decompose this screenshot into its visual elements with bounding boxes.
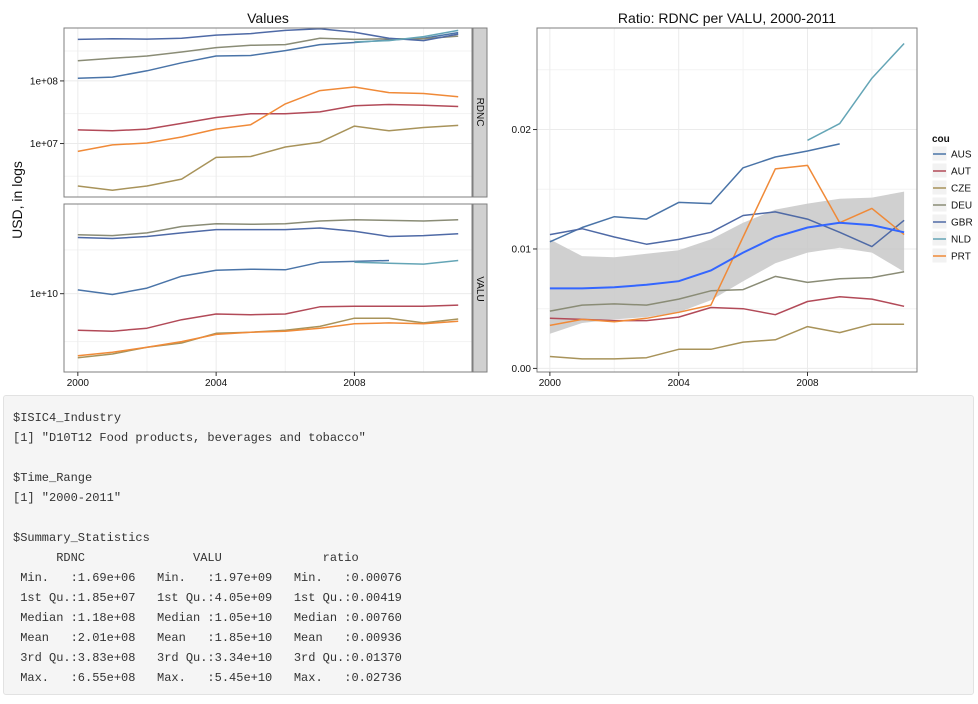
- rdnc-panel-border: [63, 27, 473, 198]
- rdnc-line-gbr: [77, 28, 459, 42]
- ratio-x-tick-label: 2008: [796, 378, 819, 389]
- legend-label-gbr: GBR: [951, 218, 973, 229]
- ratio-line-aut: [549, 296, 905, 322]
- valu-line-aut: [77, 304, 459, 332]
- valu-line-prt: [77, 320, 459, 357]
- ratio-y-tick-label: 0.01: [512, 244, 532, 255]
- legend-label-aut: AUT: [951, 167, 971, 178]
- console-line: 1st Qu.:1.85e+07 1st Qu.:4.05e+09 1st Qu…: [13, 591, 402, 605]
- ratio-title: Ratio: RDNC per VALU, 2000-2011: [618, 10, 836, 26]
- legend-label-cze: CZE: [951, 184, 971, 195]
- values-title: Values: [247, 10, 289, 26]
- rdnc-line-prt: [77, 86, 459, 153]
- ratio-x-tick-label: 2004: [668, 378, 691, 389]
- console-line: [13, 508, 973, 528]
- legend-title: cou: [932, 134, 950, 145]
- charts-area: Values Ratio: RDNC per VALU, 2000-2011 U…: [9, 10, 973, 389]
- legend-label-deu: DEU: [951, 201, 972, 212]
- valu-y-tick-label: 1e+10: [30, 289, 59, 300]
- valu-line-deu: [77, 218, 459, 237]
- ratio-y-tick-label: 0.02: [512, 125, 532, 136]
- console-line: [1] "D10T12 Food products, beverages and…: [13, 431, 366, 445]
- legend-label-nld: NLD: [951, 235, 971, 246]
- facet-strip-label-rdnc: RDNC: [474, 98, 485, 127]
- valu-x-tick-label: 2008: [343, 378, 366, 389]
- console-line: Median :1.18e+08 Median :1.05e+10 Median…: [13, 611, 402, 625]
- chart-canvas: Values Ratio: RDNC per VALU, 2000-2011 U…: [9, 10, 973, 389]
- ratio-y-tick-label: 0.00: [512, 364, 532, 375]
- facet-strip-valu: [472, 203, 488, 373]
- rdnc-panel-bg: [64, 28, 472, 197]
- ratio-line-deu: [549, 270, 905, 312]
- valu-line-aus: [77, 259, 390, 296]
- console-line: $Summary_Statistics: [13, 531, 150, 545]
- valu-line-gbr: [77, 227, 459, 240]
- ratio-line-gbr: [549, 211, 905, 248]
- console-line: Mean :2.01e+08 Mean :1.85e+10 Mean :0.00…: [13, 631, 402, 645]
- ratio-smooth-line: [549, 221, 905, 290]
- rdnc-y-tick-label: 1e+08: [30, 76, 59, 87]
- facet-strip-label-valu: VALU: [474, 276, 485, 301]
- console-line: Min. :1.69e+06 Min. :1.97e+09 Min. :0.00…: [13, 571, 402, 585]
- console-line: [13, 448, 973, 468]
- console-line: [1] "2000-2011": [13, 491, 122, 505]
- legend-label-aus: AUS: [951, 150, 972, 161]
- ratio-line-nld: [807, 42, 905, 141]
- ratio-panel-border: [536, 27, 918, 373]
- valu-panel-border: [63, 203, 473, 373]
- rdnc-y-tick-label: 1e+07: [30, 139, 59, 150]
- console-line: $ISIC4_Industry: [13, 411, 122, 425]
- ratio-line-prt: [549, 164, 905, 327]
- rdnc-line-nld: [354, 29, 459, 43]
- ratio-line-cze: [549, 323, 905, 360]
- console-line: $Time_Range: [13, 471, 93, 485]
- console-line: Max. :6.55e+08 Max. :5.45e+10 Max. :0.02…: [13, 671, 402, 685]
- ratio-x-tick-label: 2000: [539, 378, 562, 389]
- console-line: 3rd Qu.:3.83e+08 3rd Qu.:3.34e+10 3rd Qu…: [13, 651, 402, 665]
- y-axis-label: USD, in logs: [9, 161, 25, 239]
- valu-x-tick-label: 2004: [205, 378, 228, 389]
- rdnc-line-cze: [77, 124, 459, 191]
- ratio-line-aus: [549, 143, 840, 243]
- legend-label-prt: PRT: [951, 252, 971, 263]
- valu-panel-bg: [64, 204, 472, 372]
- facet-strip-rdnc: [472, 27, 488, 198]
- valu-x-tick-label: 2000: [67, 378, 90, 389]
- console-output: $ISIC4_Industry [1] "D10T12 Food products…: [3, 395, 974, 695]
- console-line: RDNC VALU ratio: [13, 551, 359, 565]
- valu-line-nld: [354, 259, 459, 265]
